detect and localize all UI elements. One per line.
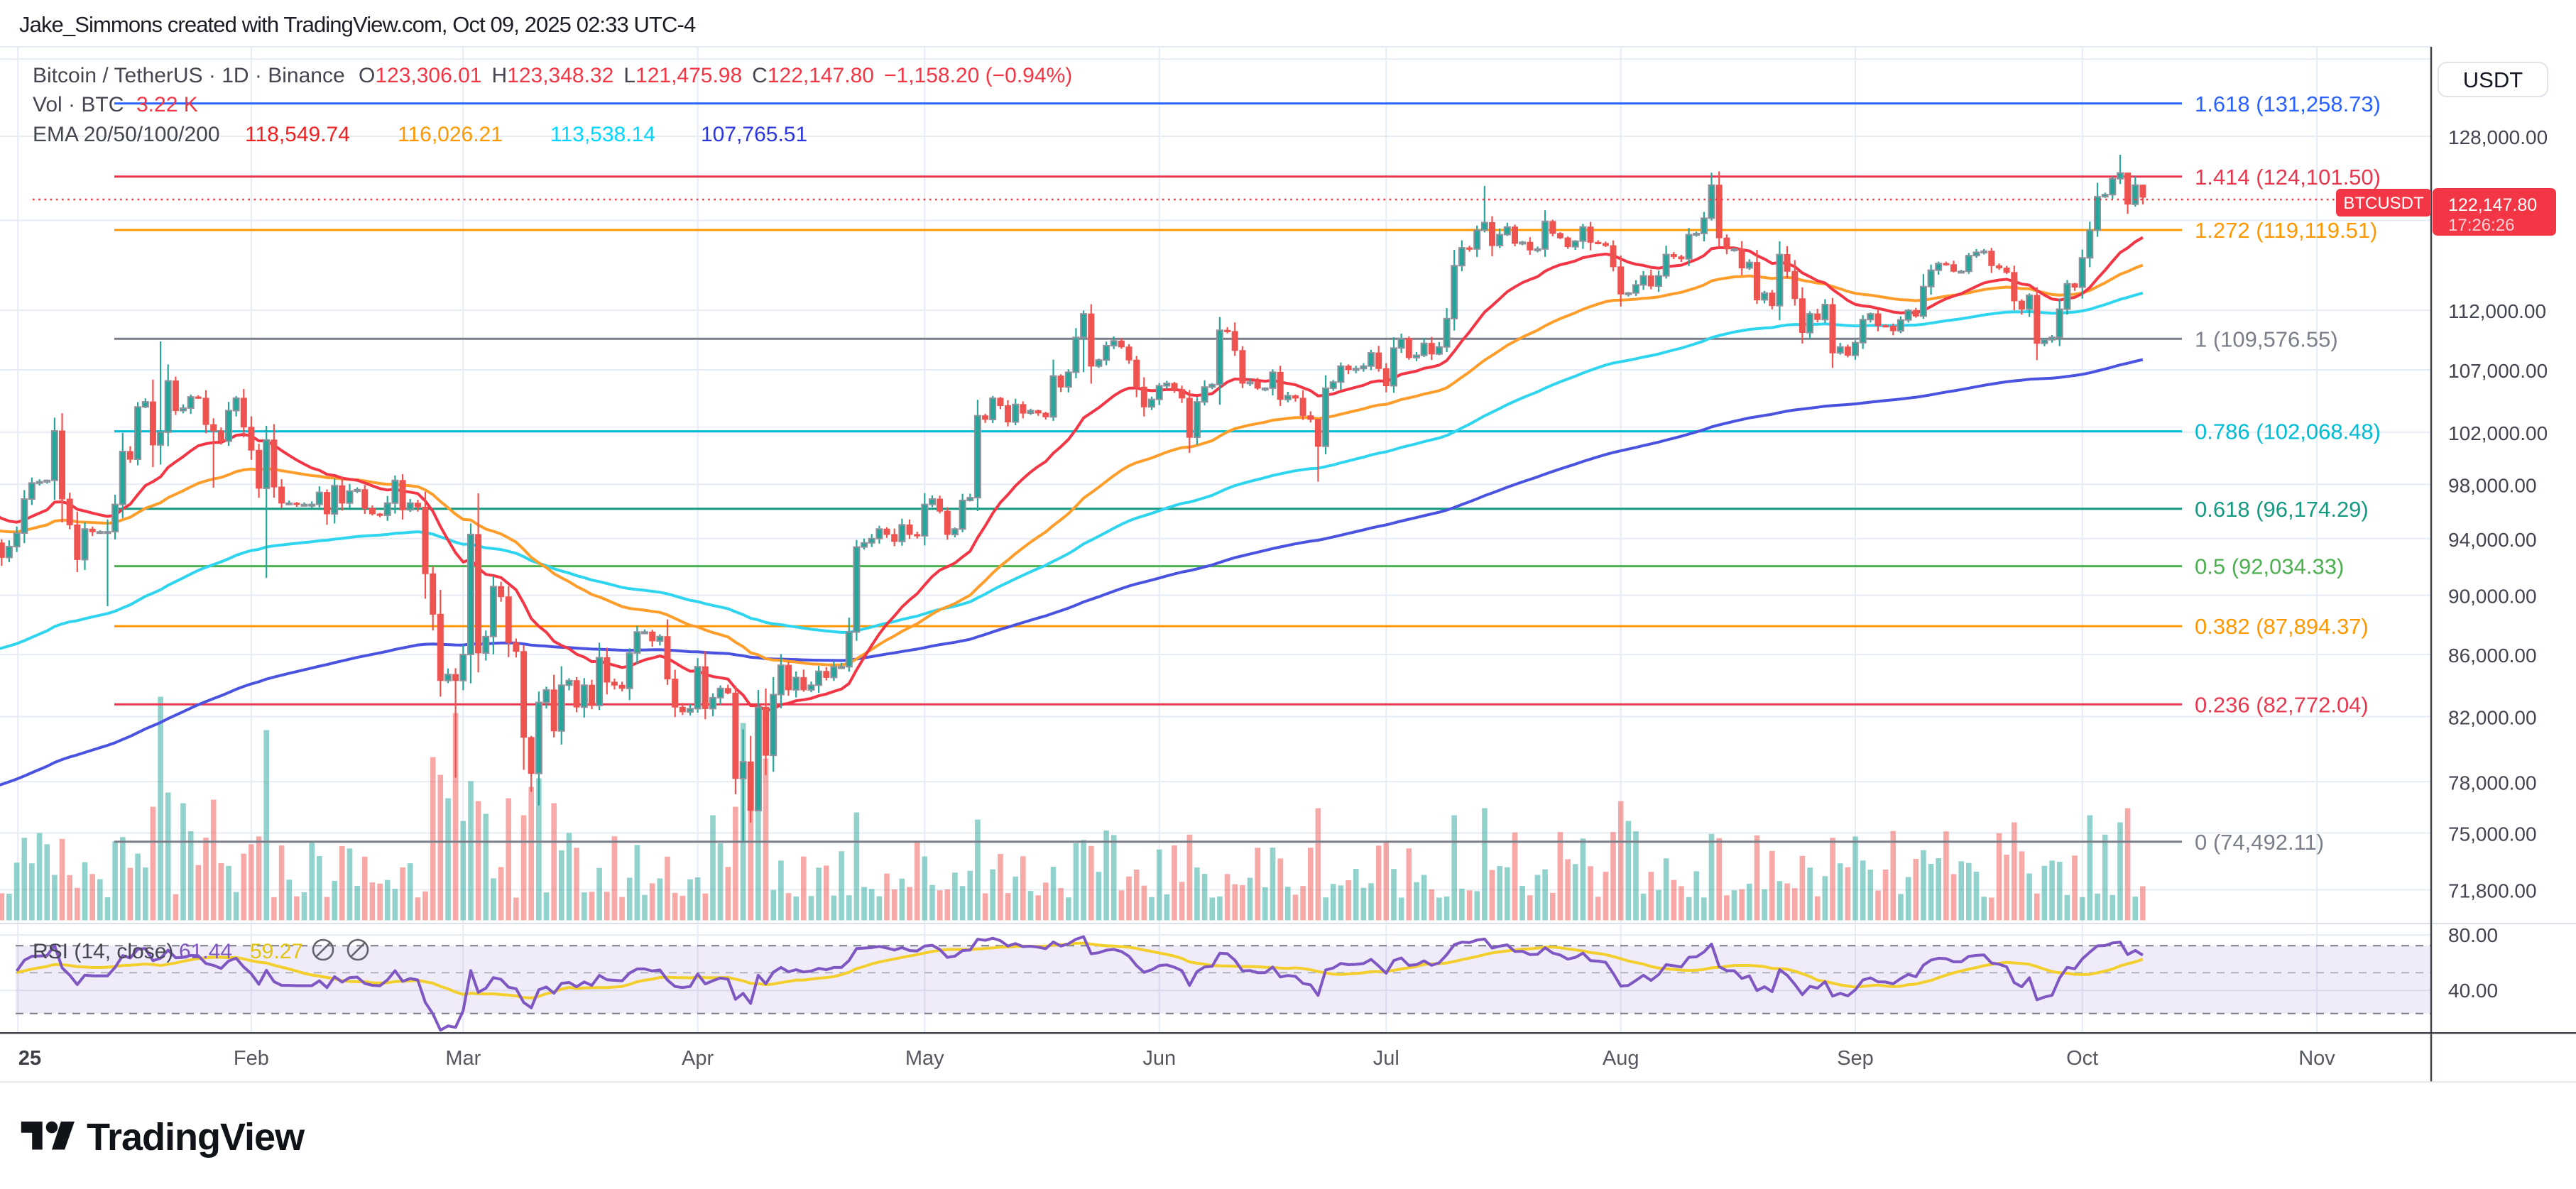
svg-text:122,147.80: 122,147.80	[2448, 195, 2537, 215]
svg-text:75,000.00: 75,000.00	[2448, 823, 2537, 845]
svg-text:1.272 (119,119.51): 1.272 (119,119.51)	[2195, 218, 2377, 243]
svg-text:0.236 (82,772.04): 0.236 (82,772.04)	[2195, 692, 2369, 717]
svg-text:Mar: Mar	[445, 1047, 481, 1070]
svg-text:Sep: Sep	[1837, 1047, 1874, 1070]
svg-text:Oct: Oct	[2066, 1047, 2098, 1070]
svg-text:112,000.00: 112,000.00	[2448, 300, 2546, 322]
svg-text:TradingView: TradingView	[87, 1116, 305, 1158]
svg-text:Feb: Feb	[234, 1047, 269, 1070]
svg-text:86,000.00: 86,000.00	[2448, 645, 2537, 667]
svg-text:Jake_Simmons created with Trad: Jake_Simmons created with TradingView.co…	[19, 12, 696, 37]
svg-text:1 (109,576.55): 1 (109,576.55)	[2195, 327, 2338, 351]
svg-text:82,000.00: 82,000.00	[2448, 707, 2537, 729]
svg-text:Bitcoin / TetherUS · 1D · Bina: Bitcoin / TetherUS · 1D · Binance O123,30…	[33, 64, 1072, 87]
svg-text:107,000.00: 107,000.00	[2448, 360, 2548, 382]
svg-text:Jun: Jun	[1142, 1047, 1176, 1070]
svg-text:BTCUSDT: BTCUSDT	[2343, 194, 2424, 213]
svg-text:25: 25	[18, 1047, 41, 1070]
svg-text:0 (74,492.11): 0 (74,492.11)	[2195, 830, 2324, 855]
svg-text:80.00: 80.00	[2448, 924, 2498, 946]
svg-text:0.786 (102,068.48): 0.786 (102,068.48)	[2195, 420, 2381, 444]
svg-text:0.618 (96,174.29): 0.618 (96,174.29)	[2195, 497, 2369, 522]
svg-text:17:26:26: 17:26:26	[2448, 216, 2514, 235]
svg-text:Nov: Nov	[2298, 1047, 2335, 1070]
svg-text:90,000.00: 90,000.00	[2448, 586, 2537, 608]
svg-text:Jul: Jul	[1373, 1047, 1399, 1070]
svg-text:Apr: Apr	[682, 1047, 714, 1070]
svg-text:40.00: 40.00	[2448, 980, 2498, 1002]
svg-text:1.618 (131,258.73): 1.618 (131,258.73)	[2195, 92, 2381, 116]
svg-text:May: May	[905, 1047, 944, 1070]
svg-text:0.382 (87,894.37): 0.382 (87,894.37)	[2195, 614, 2369, 639]
svg-text:98,000.00: 98,000.00	[2448, 474, 2537, 496]
svg-text:1.414 (124,101.50): 1.414 (124,101.50)	[2195, 165, 2381, 190]
svg-text:0.5 (92,034.33): 0.5 (92,034.33)	[2195, 554, 2344, 579]
svg-text:Aug: Aug	[1603, 1047, 1639, 1070]
svg-text:USDT: USDT	[2463, 67, 2523, 92]
svg-text:102,000.00: 102,000.00	[2448, 422, 2548, 444]
svg-text:94,000.00: 94,000.00	[2448, 529, 2537, 551]
svg-text:128,000.00: 128,000.00	[2448, 126, 2548, 148]
svg-text:78,000.00: 78,000.00	[2448, 772, 2537, 794]
svg-text:71,800.00: 71,800.00	[2448, 880, 2537, 902]
